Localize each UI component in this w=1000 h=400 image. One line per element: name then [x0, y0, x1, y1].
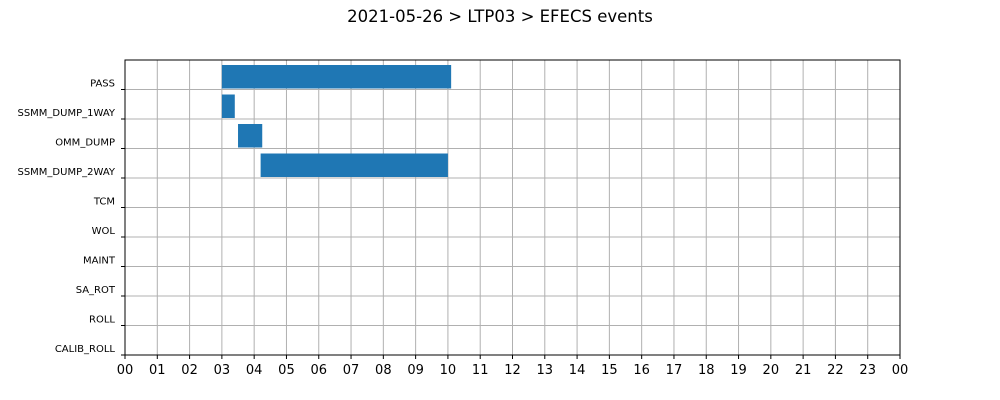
- x-tick-label: 23: [859, 363, 876, 378]
- y-tick-label: PASS: [90, 79, 115, 90]
- x-tick-label: 17: [666, 363, 683, 378]
- y-tick-label: WOL: [92, 226, 116, 237]
- x-tick-label: 16: [633, 363, 650, 378]
- chart-title: 2021-05-26 > LTP03 > EFECS events: [347, 7, 653, 26]
- x-tick-label: 14: [569, 363, 586, 378]
- x-tick-label: 21: [795, 363, 812, 378]
- x-tick-label: 04: [246, 363, 263, 378]
- x-tick-label: 15: [601, 363, 618, 378]
- x-tick-label: 08: [375, 363, 392, 378]
- grid-layer: [124, 60, 901, 356]
- event-bar-pass: [221, 65, 452, 89]
- y-tick-label: ROLL: [89, 315, 115, 326]
- x-tick-label: 07: [343, 363, 360, 378]
- x-tick-label: 10: [440, 363, 457, 378]
- x-tick-label: 11: [472, 363, 489, 378]
- x-tick-label: 09: [407, 363, 424, 378]
- y-tick-label: SSMM_DUMP_1WAY: [17, 108, 115, 119]
- y-tick-label: MAINT: [83, 256, 116, 267]
- x-tick-label: 00: [117, 363, 134, 378]
- event-bar-ssmm-dump-2way: [260, 153, 448, 177]
- bars-layer: [221, 65, 452, 177]
- axes-layer: PASS SSMM_DUMP_1WAY OMM_DUMP SSMM_DUMP_2WAY…: [17, 59, 909, 378]
- x-tick-label: 22: [827, 363, 844, 378]
- y-tick-label: OMM_DUMP: [55, 138, 115, 149]
- x-tick-label: 05: [278, 363, 295, 378]
- x-tick-label: 02: [181, 363, 198, 378]
- y-tick-label: SA_ROT: [76, 285, 116, 296]
- x-tick-label: 01: [149, 363, 166, 378]
- x-tick-label: 03: [214, 363, 231, 378]
- event-bar-ssmm-dump-1way: [221, 94, 235, 118]
- x-tick-label: 20: [763, 363, 780, 378]
- event-bar-omm-dump: [238, 124, 263, 148]
- x-tick-label: 00: [892, 363, 909, 378]
- x-tick-label: 13: [537, 363, 554, 378]
- y-tick-label: TCM: [93, 197, 115, 208]
- y-tick-label: SSMM_DUMP_2WAY: [17, 167, 115, 178]
- x-tick-label: 12: [504, 363, 521, 378]
- x-tick-label: 06: [310, 363, 327, 378]
- x-tick-label: 19: [730, 363, 747, 378]
- y-tick-label: CALIB_ROLL: [55, 344, 116, 355]
- x-tick-label: 18: [698, 363, 715, 378]
